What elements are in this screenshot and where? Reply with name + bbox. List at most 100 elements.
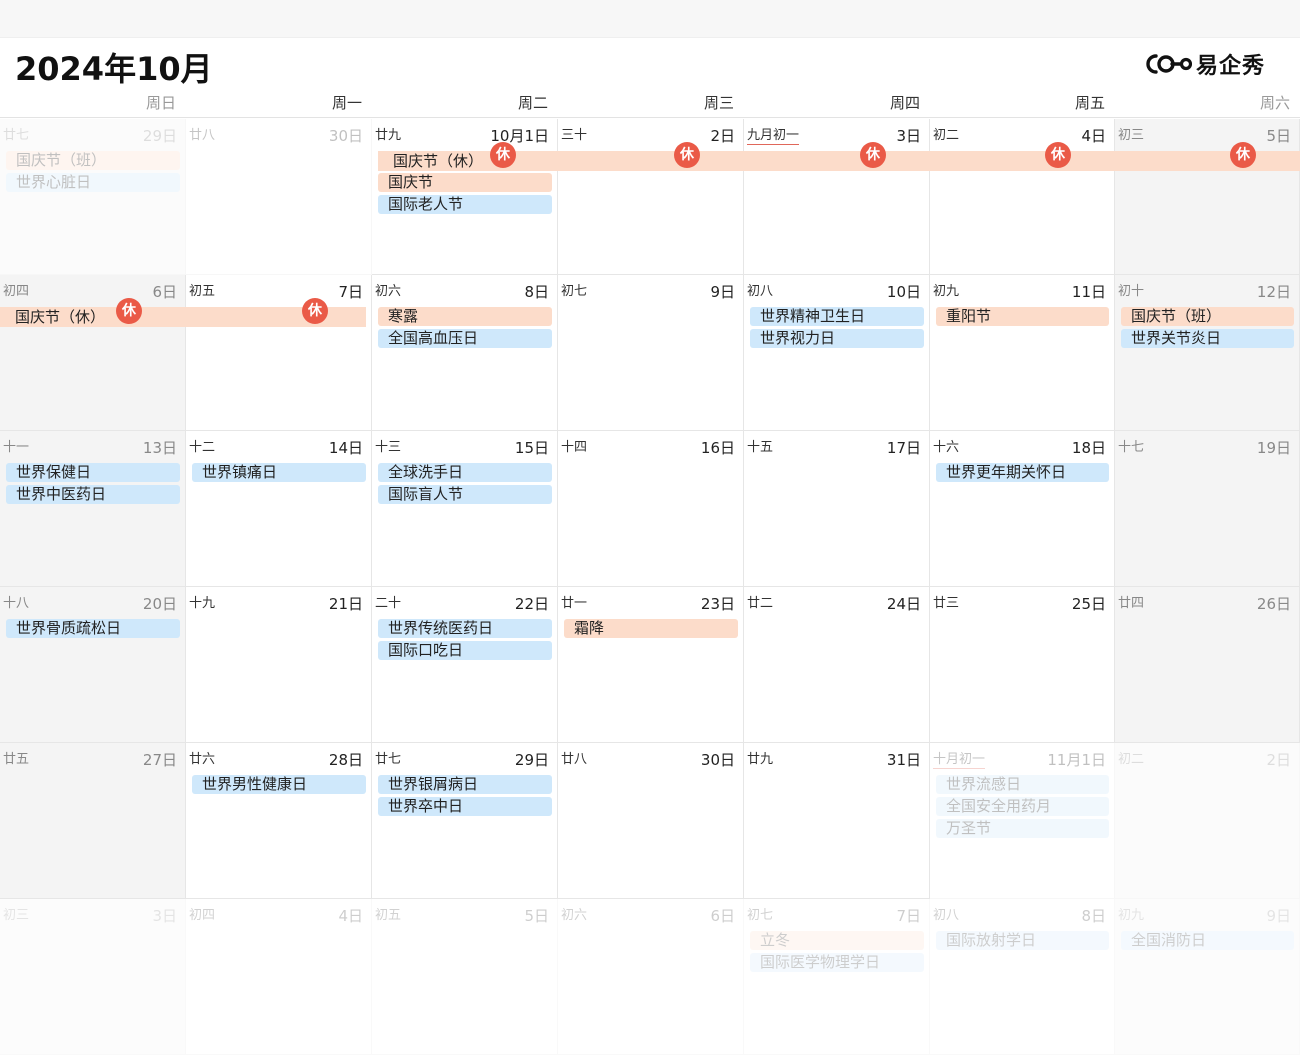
- event-item[interactable]: 世界骨质疏松日: [6, 619, 180, 638]
- event-item[interactable]: 世界精神卫生日: [750, 307, 924, 326]
- event-item[interactable]: 世界心脏日: [6, 173, 180, 192]
- day-cell[interactable]: 廿四 26日: [1115, 587, 1300, 743]
- event-item[interactable]: 世界男性健康日: [192, 775, 366, 794]
- day-cell[interactable]: 初三 5日: [1115, 119, 1300, 275]
- event-item[interactable]: 世界更年期关怀日: [936, 463, 1109, 482]
- day-cell[interactable]: 十七 19日: [1115, 431, 1300, 587]
- day-cell[interactable]: 二十 22日 世界传统医药日 国际口吃日: [372, 587, 558, 743]
- event-item[interactable]: 全国安全用药月: [936, 797, 1109, 816]
- event-item[interactable]: 国际口吃日: [378, 641, 552, 660]
- day-cell[interactable]: 廿二 24日: [744, 587, 930, 743]
- day-cell[interactable]: 初六 8日 寒露 全国高血压日: [372, 275, 558, 431]
- day-cell[interactable]: 廿三 25日: [930, 587, 1115, 743]
- day-cell[interactable]: 十六 18日世界更年期关怀日: [930, 431, 1115, 587]
- event-item[interactable]: 世界保健日: [6, 463, 180, 482]
- day-cell[interactable]: 十八 20日 世界骨质疏松日: [0, 587, 186, 743]
- day-cell[interactable]: 十四 16日: [558, 431, 744, 587]
- holiday-band[interactable]: 国庆节（休）: [0, 307, 366, 327]
- day-number: 18日: [1071, 439, 1106, 457]
- event-item[interactable]: 霜降: [564, 619, 738, 638]
- event-item[interactable]: 世界镇痛日: [192, 463, 366, 482]
- event-item[interactable]: 世界视力日: [750, 329, 924, 348]
- rest-day-badge: 休: [116, 298, 142, 324]
- day-cell[interactable]: 初四 6日: [0, 275, 186, 431]
- event-item[interactable]: 万圣节: [936, 819, 1109, 838]
- event-item[interactable]: 世界银屑病日: [378, 775, 552, 794]
- weekday-5: 周五: [1074, 94, 1105, 112]
- event-item[interactable]: 世界中医药日: [6, 485, 180, 504]
- day-cell[interactable]: 十九 21日: [186, 587, 372, 743]
- day-cell[interactable]: 初八 10日 世界精神卫生日 世界视力日: [744, 275, 930, 431]
- holiday-band[interactable]: 国庆节（休）: [378, 151, 1300, 171]
- event-item[interactable]: 国际老人节: [378, 195, 552, 214]
- day-cell[interactable]: 十二 14日 世界镇痛日: [186, 431, 372, 587]
- event-item[interactable]: 国庆节（班）: [6, 151, 180, 170]
- lunar-date: 三十: [561, 128, 588, 143]
- day-cell[interactable]: 廿八 30日: [558, 743, 744, 899]
- event-item[interactable]: 国庆节（班）: [1121, 307, 1294, 326]
- event-item[interactable]: 世界传统医药日: [378, 619, 552, 638]
- event-item[interactable]: 世界关节炎日: [1121, 329, 1294, 348]
- day-cell[interactable]: 三十 2日: [558, 119, 744, 275]
- day-number: 29日: [514, 751, 549, 769]
- lunar-date: 廿一: [561, 596, 588, 611]
- day-number: 6日: [152, 283, 177, 301]
- day-cell[interactable]: 初六 6日: [558, 899, 744, 1055]
- day-cell[interactable]: 十一 13日 世界保健日 世界中医药日: [0, 431, 186, 587]
- brand-logo: 易企秀: [1142, 48, 1265, 80]
- day-cell[interactable]: 廿七 29日 国庆节（班） 世界心脏日: [0, 119, 186, 275]
- day-cell[interactable]: 初二 2日: [1115, 743, 1300, 899]
- day-cell[interactable]: 廿五 27日: [0, 743, 186, 899]
- day-cell[interactable]: 廿九 31日: [744, 743, 930, 899]
- day-cell[interactable]: 初二 4日: [930, 119, 1115, 275]
- event-item[interactable]: 立冬: [750, 931, 924, 950]
- day-cell[interactable]: 廿八 30日: [186, 119, 372, 275]
- day-cell[interactable]: 初七 7日 立冬 国际医学物理学日: [744, 899, 930, 1055]
- day-cell[interactable]: 初四 4日: [186, 899, 372, 1055]
- day-cell[interactable]: 初八 8日 国际放射学日: [930, 899, 1115, 1055]
- lunar-date: 十六: [933, 440, 960, 455]
- day-cell[interactable]: 初三 3日: [0, 899, 186, 1055]
- event-item[interactable]: 国庆节: [378, 173, 552, 192]
- rest-day-badge: 休: [302, 298, 328, 324]
- event-item[interactable]: 国际放射学日: [936, 931, 1109, 950]
- lunar-date: 初五: [189, 284, 216, 299]
- day-cell[interactable]: 廿六 28日 世界男性健康日: [186, 743, 372, 899]
- day-cell[interactable]: 初五 7日: [186, 275, 372, 431]
- day-number: 9日: [710, 283, 735, 301]
- lunar-date: 十月初一: [933, 748, 986, 769]
- event-item[interactable]: 世界流感日: [936, 775, 1109, 794]
- day-cell[interactable]: 十月初一 11月1日 世界流感日 全国安全用药月 万圣节: [930, 743, 1115, 899]
- day-number: 16日: [700, 439, 735, 457]
- day-number: 3日: [152, 907, 177, 925]
- lunar-date: 廿八: [189, 128, 216, 143]
- day-number: 17日: [886, 439, 921, 457]
- day-cell[interactable]: 初九 11日 重阳节: [930, 275, 1115, 431]
- day-cell[interactable]: 九月初一 3日: [744, 119, 930, 275]
- day-cell[interactable]: 十五 17日: [744, 431, 930, 587]
- weekday-4: 周四: [889, 94, 920, 112]
- lunar-date: 十五: [747, 440, 774, 455]
- event-item[interactable]: 国际盲人节: [378, 485, 552, 504]
- event-item[interactable]: 重阳节: [936, 307, 1109, 326]
- event-item[interactable]: 世界卒中日: [378, 797, 552, 816]
- day-cell[interactable]: 初十 12日 国庆节（班） 世界关节炎日: [1115, 275, 1300, 431]
- day-cell[interactable]: 十三 15日 全球洗手日 国际盲人节: [372, 431, 558, 587]
- lunar-date: 初二: [933, 128, 960, 143]
- day-cell[interactable]: 初五 5日: [372, 899, 558, 1055]
- event-item[interactable]: 寒露: [378, 307, 552, 326]
- day-number: 7日: [896, 907, 921, 925]
- day-cell[interactable]: 初九 9日 全国消防日: [1115, 899, 1300, 1055]
- day-number: 15日: [514, 439, 549, 457]
- day-cell[interactable]: 廿一 23日 霜降: [558, 587, 744, 743]
- lunar-date: 初八: [747, 284, 774, 299]
- day-number: 26日: [1256, 595, 1291, 613]
- day-cell[interactable]: 初七 9日: [558, 275, 744, 431]
- event-item[interactable]: 国际医学物理学日: [750, 953, 924, 972]
- event-item[interactable]: 全国高血压日: [378, 329, 552, 348]
- event-item[interactable]: 全球洗手日: [378, 463, 552, 482]
- event-item[interactable]: 全国消防日: [1121, 931, 1294, 950]
- day-number: 25日: [1071, 595, 1106, 613]
- day-cell[interactable]: 廿七 29日 世界银屑病日 世界卒中日: [372, 743, 558, 899]
- day-cell[interactable]: 廿九 10月1日 国庆节 国际老人节: [372, 119, 558, 275]
